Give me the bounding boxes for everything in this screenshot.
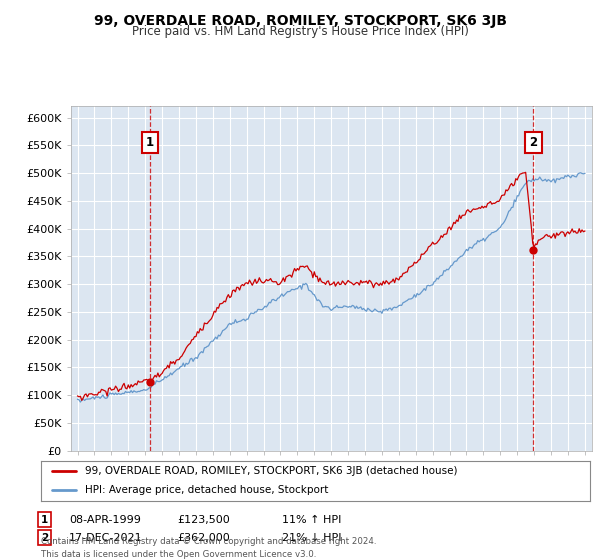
Text: £123,500: £123,500 bbox=[177, 515, 230, 525]
Text: £362,000: £362,000 bbox=[177, 533, 230, 543]
Text: 1: 1 bbox=[146, 136, 154, 149]
Text: 2: 2 bbox=[41, 533, 48, 543]
Text: 2: 2 bbox=[529, 136, 538, 149]
Text: 21% ↓ HPI: 21% ↓ HPI bbox=[282, 533, 341, 543]
Text: HPI: Average price, detached house, Stockport: HPI: Average price, detached house, Stoc… bbox=[85, 485, 328, 495]
Text: Price paid vs. HM Land Registry's House Price Index (HPI): Price paid vs. HM Land Registry's House … bbox=[131, 25, 469, 38]
Text: 17-DEC-2021: 17-DEC-2021 bbox=[69, 533, 143, 543]
Text: 1: 1 bbox=[41, 515, 48, 525]
Text: 99, OVERDALE ROAD, ROMILEY, STOCKPORT, SK6 3JB: 99, OVERDALE ROAD, ROMILEY, STOCKPORT, S… bbox=[94, 14, 506, 28]
Text: 11% ↑ HPI: 11% ↑ HPI bbox=[282, 515, 341, 525]
Text: 08-APR-1999: 08-APR-1999 bbox=[69, 515, 141, 525]
Text: Contains HM Land Registry data © Crown copyright and database right 2024.
This d: Contains HM Land Registry data © Crown c… bbox=[41, 538, 376, 559]
Text: 99, OVERDALE ROAD, ROMILEY, STOCKPORT, SK6 3JB (detached house): 99, OVERDALE ROAD, ROMILEY, STOCKPORT, S… bbox=[85, 466, 457, 476]
